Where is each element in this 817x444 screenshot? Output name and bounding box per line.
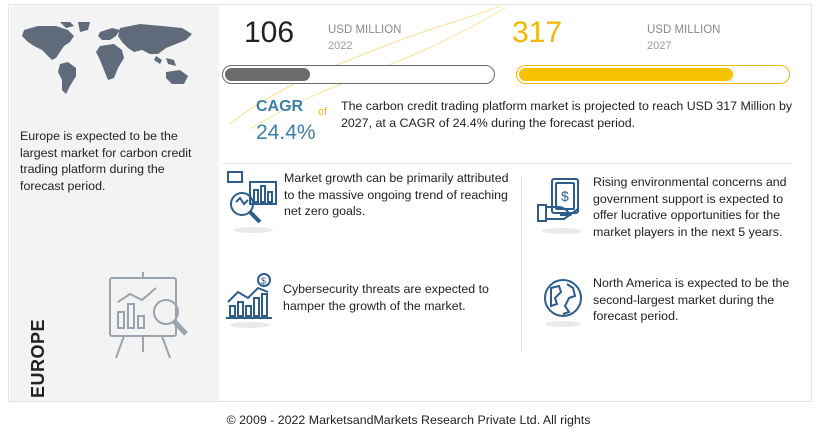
unit-label-2027: USD MILLION (647, 24, 721, 36)
year-label-2027: 2027 (647, 40, 672, 52)
insight-text: Market growth can be primarily attribute… (284, 171, 509, 218)
svg-text:$: $ (261, 276, 266, 286)
divider-horizontal (222, 163, 792, 164)
progress-bar-2027 (516, 65, 790, 84)
cagr-connector: of (318, 106, 328, 118)
insight-text: Cybersecurity threats are expected to ha… (283, 282, 489, 313)
cagr-label: CAGR (256, 98, 304, 115)
year-label-2022: 2022 (328, 40, 353, 52)
unit-label-2022: USD MILLION (328, 24, 402, 36)
presentation-board-icon (109, 272, 188, 359)
globe-icon (544, 279, 582, 327)
growth-chart-dollar-icon: $ (226, 273, 272, 328)
progress-fill-2027 (519, 68, 733, 81)
insight-text: North America is expected to be the seco… (593, 276, 790, 323)
insight-text: Rising environmental concerns and govern… (593, 175, 787, 239)
analytics-magnifier-icon (227, 171, 277, 233)
market-value-2027: 317 (512, 16, 563, 49)
decorative-swoosh (229, 5, 506, 130)
svg-text:$: $ (561, 188, 569, 204)
cagr-description: The carbon credit trading platform marke… (341, 99, 793, 130)
money-hand-icon: $ (537, 178, 582, 234)
cagr-value: 24.4% (256, 121, 316, 144)
world-map-icon (22, 22, 192, 94)
market-value-2022: 106 (244, 16, 295, 49)
europe-highlight-text: Europe is expected to be the largest mar… (20, 129, 192, 193)
progress-fill-2022 (225, 68, 311, 81)
progress-bar-2022 (222, 65, 495, 84)
divider-vertical (521, 176, 522, 352)
copyright-footer: © 2009 - 2022 MarketsandMarkets Research… (226, 413, 591, 427)
infographic-frame (8, 4, 812, 402)
region-label: EUROPE (28, 318, 48, 398)
